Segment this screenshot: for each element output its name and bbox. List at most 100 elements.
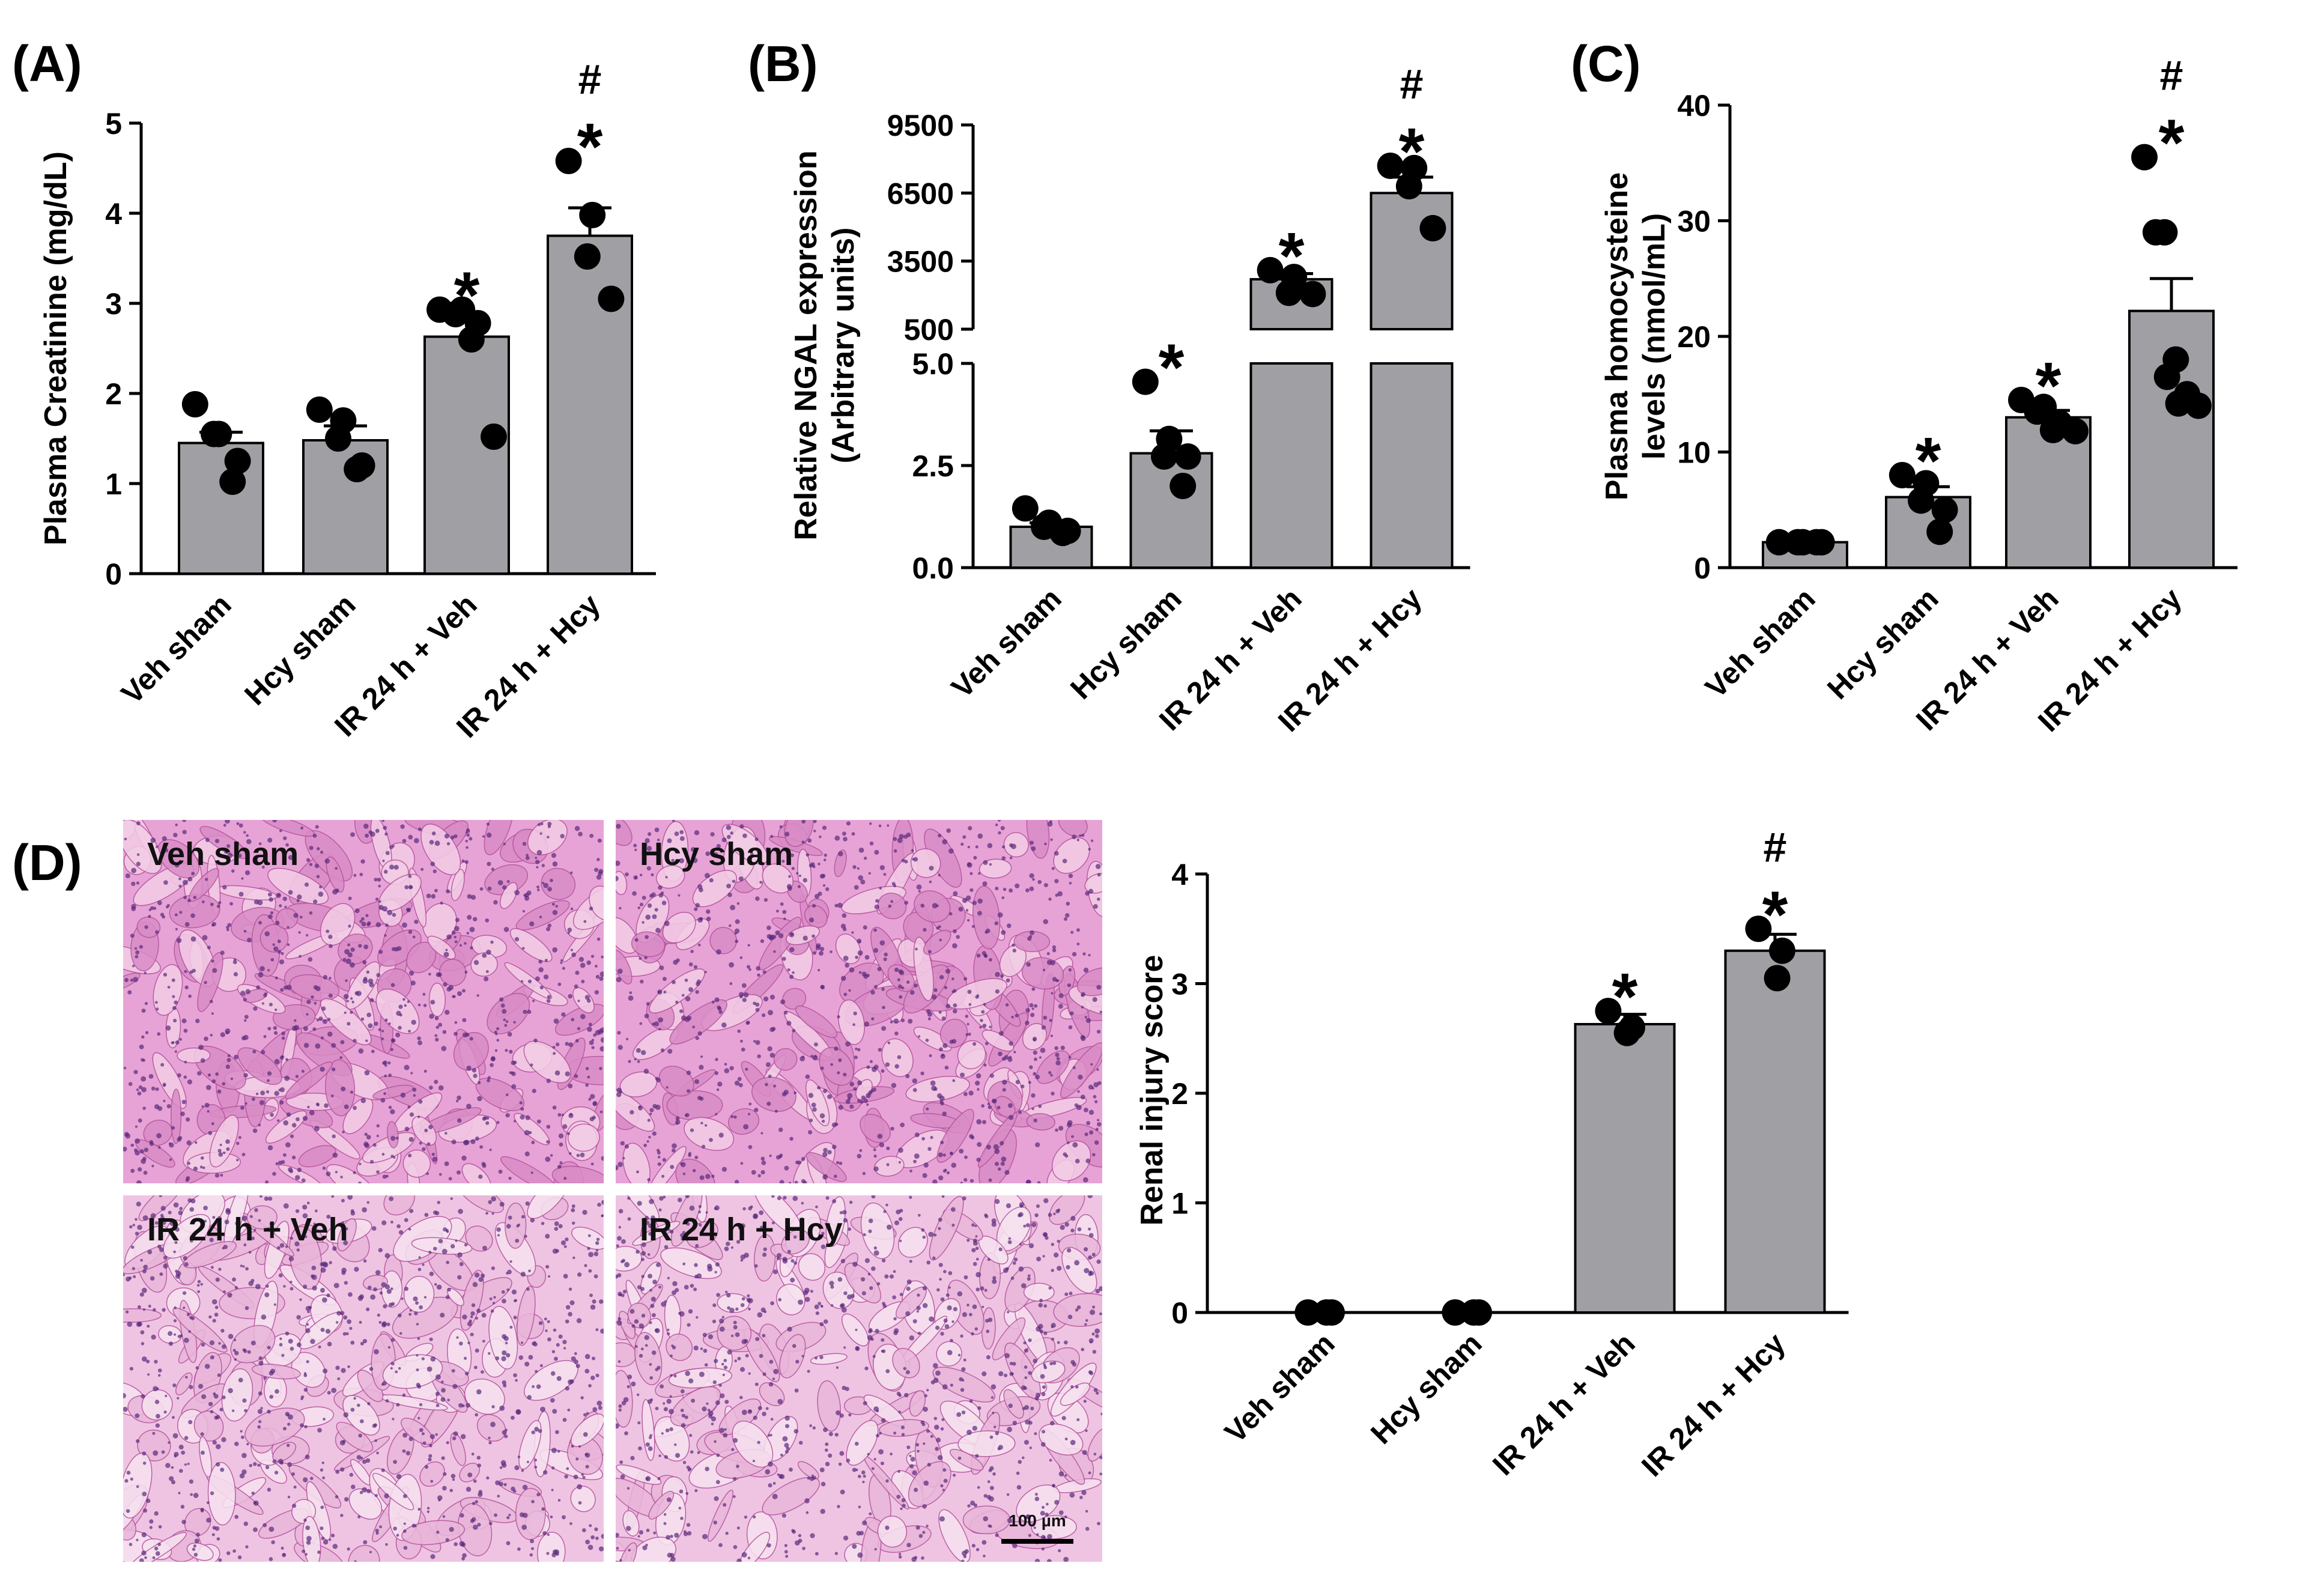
tissue-nucleus bbox=[178, 884, 182, 888]
tissue-nucleus bbox=[136, 881, 139, 885]
tissue-nucleus bbox=[747, 1112, 751, 1115]
x-tick-label-veh-sham: Veh sham bbox=[945, 581, 1068, 705]
tissue-nucleus bbox=[768, 1010, 773, 1016]
tissue-nucleus bbox=[905, 1370, 910, 1374]
tissue-nucleus bbox=[375, 897, 379, 901]
tissue-nucleus bbox=[787, 1326, 792, 1332]
tissue-nucleus bbox=[879, 887, 882, 890]
tissue-nucleus bbox=[135, 1138, 141, 1144]
tissue-nucleus bbox=[840, 976, 846, 981]
tissue-nucleus bbox=[475, 1317, 478, 1320]
tissue-nucleus bbox=[322, 1476, 326, 1479]
tissue-nucleus bbox=[476, 1389, 482, 1395]
tissue-nucleus bbox=[581, 979, 585, 983]
tissue-tubule bbox=[798, 1253, 826, 1281]
tissue-nucleus bbox=[271, 1540, 275, 1544]
tissue-nucleus bbox=[1013, 1051, 1016, 1054]
tissue-tubule bbox=[536, 1532, 566, 1562]
tissue-nucleus bbox=[663, 1402, 666, 1405]
tissue-nucleus bbox=[801, 1355, 804, 1358]
tissue-nucleus bbox=[616, 1274, 619, 1279]
tissue-nucleus bbox=[679, 1489, 684, 1494]
tissue-tubule bbox=[451, 869, 465, 902]
tissue-nucleus bbox=[1020, 1084, 1025, 1088]
tissue-nucleus bbox=[1044, 842, 1047, 846]
tissue-nucleus bbox=[430, 1000, 435, 1005]
tissue-nucleus bbox=[617, 1360, 621, 1363]
tissue-nucleus bbox=[619, 1559, 622, 1562]
tissue-nucleus bbox=[1018, 1460, 1022, 1464]
tissue-nucleus bbox=[165, 1025, 171, 1031]
tissue-nucleus bbox=[585, 1067, 589, 1070]
tissue-nucleus bbox=[278, 1273, 283, 1278]
tissue-nucleus bbox=[909, 1464, 914, 1469]
tissue-nucleus bbox=[139, 1149, 144, 1154]
tissue-tubule bbox=[326, 1164, 377, 1183]
tissue-nucleus bbox=[231, 869, 235, 873]
tissue-nucleus bbox=[151, 1334, 156, 1340]
tissue-nucleus bbox=[267, 1409, 271, 1414]
tissue-nucleus bbox=[478, 1277, 484, 1282]
tissue-nucleus bbox=[532, 1385, 535, 1388]
tissue-nucleus bbox=[153, 1386, 158, 1392]
tissue-nucleus bbox=[473, 960, 479, 965]
tissue-nucleus bbox=[520, 1341, 524, 1344]
tissue-tubule bbox=[572, 987, 595, 1013]
tissue-nucleus bbox=[571, 1221, 575, 1225]
tissue-nucleus bbox=[697, 1031, 702, 1036]
histology-veh-sham: Veh sham bbox=[123, 820, 604, 1183]
tissue-nucleus bbox=[484, 976, 489, 982]
tissue-nucleus bbox=[436, 1284, 442, 1290]
tissue-nucleus bbox=[306, 1013, 309, 1016]
tissue-nucleus bbox=[834, 1433, 839, 1437]
tissue-nucleus bbox=[995, 971, 1000, 977]
tissue-nucleus bbox=[995, 1199, 1000, 1204]
tissue-nucleus bbox=[862, 1481, 865, 1484]
tissue-nucleus bbox=[143, 1171, 148, 1175]
tissue-nucleus bbox=[1038, 1104, 1042, 1108]
tissue-nucleus bbox=[969, 1501, 975, 1506]
tissue-nucleus bbox=[378, 884, 381, 888]
tissue-nucleus bbox=[310, 1339, 315, 1344]
tissue-nucleus bbox=[664, 920, 670, 926]
tissue-nucleus bbox=[219, 1407, 223, 1412]
tissue-nucleus bbox=[694, 830, 700, 836]
tissue-nucleus bbox=[637, 1201, 642, 1206]
tissue-nucleus bbox=[1081, 1036, 1086, 1042]
tissue-nucleus bbox=[1034, 1496, 1040, 1502]
tissue-nucleus bbox=[464, 970, 468, 974]
tissue-nucleus bbox=[227, 852, 233, 858]
tissue-nucleus bbox=[294, 1025, 300, 1031]
tissue-nucleus bbox=[988, 1468, 992, 1472]
tissue-nucleus bbox=[283, 836, 287, 840]
tissue-nucleus bbox=[136, 1201, 141, 1207]
tissue-nucleus bbox=[1002, 1088, 1006, 1092]
tissue-nucleus bbox=[733, 1115, 737, 1119]
tissue-nucleus bbox=[241, 1469, 247, 1475]
tissue-nucleus bbox=[158, 1146, 161, 1149]
tissue-nucleus bbox=[1075, 1159, 1080, 1164]
tissue-nucleus bbox=[231, 1409, 235, 1412]
tissue-nucleus bbox=[823, 1427, 828, 1433]
tissue-nucleus bbox=[347, 952, 353, 957]
tissue-nucleus bbox=[314, 863, 320, 869]
tissue-nucleus bbox=[546, 1139, 550, 1144]
tissue-nucleus bbox=[1085, 1018, 1091, 1024]
tissue-nucleus bbox=[497, 1234, 500, 1237]
tissue-nucleus bbox=[554, 1549, 560, 1555]
tissue-nucleus bbox=[762, 1252, 767, 1257]
tissue-nucleus bbox=[372, 1143, 377, 1147]
tissue-nucleus bbox=[632, 891, 637, 896]
tissue-tubule bbox=[817, 1380, 842, 1432]
tissue-nucleus bbox=[443, 982, 448, 987]
tissue-nucleus bbox=[647, 1178, 651, 1182]
tissue-nucleus bbox=[711, 851, 714, 855]
tissue-nucleus bbox=[527, 1395, 532, 1400]
tissue-tubule bbox=[687, 1221, 718, 1248]
tissue-nucleus bbox=[522, 1484, 528, 1490]
tissue-nucleus bbox=[766, 1543, 771, 1548]
tissue-nucleus bbox=[227, 923, 232, 927]
tissue-nucleus bbox=[645, 1477, 649, 1481]
tissue-nucleus bbox=[135, 1125, 138, 1128]
tissue-nucleus bbox=[396, 1473, 402, 1479]
